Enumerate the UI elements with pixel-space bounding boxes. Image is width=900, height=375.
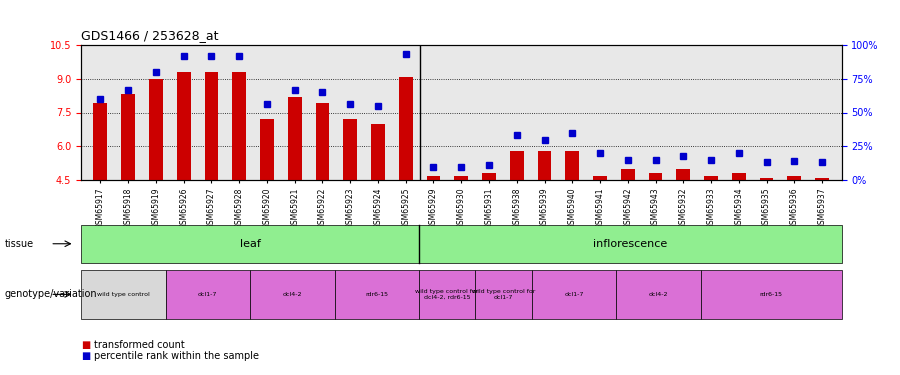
Bar xyxy=(94,104,107,180)
Text: dcl4-2: dcl4-2 xyxy=(649,292,668,297)
Bar xyxy=(732,173,746,180)
Bar xyxy=(232,72,246,180)
Bar xyxy=(704,176,718,180)
Text: transformed count: transformed count xyxy=(94,340,185,350)
Text: genotype/variation: genotype/variation xyxy=(4,290,97,299)
Bar xyxy=(122,94,135,180)
Text: leaf: leaf xyxy=(239,239,260,249)
Text: wild type control: wild type control xyxy=(97,292,149,297)
Text: ■: ■ xyxy=(81,340,90,350)
Bar xyxy=(371,124,385,180)
Bar xyxy=(649,173,662,180)
Text: dcl1-7: dcl1-7 xyxy=(198,292,218,297)
Text: rdr6-15: rdr6-15 xyxy=(365,292,388,297)
Bar xyxy=(565,151,580,180)
Text: wild type control for
dcl4-2, rdr6-15: wild type control for dcl4-2, rdr6-15 xyxy=(416,289,479,300)
Bar xyxy=(288,97,302,180)
Bar xyxy=(815,178,829,180)
Bar xyxy=(343,119,357,180)
Bar xyxy=(260,119,274,180)
Text: wild type control for
dcl1-7: wild type control for dcl1-7 xyxy=(472,289,536,300)
Text: ■: ■ xyxy=(81,351,90,361)
Text: dcl1-7: dcl1-7 xyxy=(564,292,583,297)
Text: percentile rank within the sample: percentile rank within the sample xyxy=(94,351,259,361)
Bar xyxy=(482,173,496,180)
Text: tissue: tissue xyxy=(4,239,33,249)
Bar xyxy=(149,79,163,180)
Text: rdr6-15: rdr6-15 xyxy=(760,292,783,297)
Bar xyxy=(760,178,773,180)
Bar xyxy=(537,151,552,180)
Bar xyxy=(427,176,440,180)
Bar xyxy=(204,72,219,180)
Bar xyxy=(677,169,690,180)
Bar xyxy=(316,104,329,180)
Text: inflorescence: inflorescence xyxy=(593,239,668,249)
Text: GDS1466 / 253628_at: GDS1466 / 253628_at xyxy=(81,30,219,42)
Text: dcl4-2: dcl4-2 xyxy=(283,292,302,297)
Bar xyxy=(621,169,634,180)
Bar xyxy=(788,176,801,180)
Bar xyxy=(176,72,191,180)
Bar xyxy=(593,176,607,180)
Bar xyxy=(509,151,524,180)
Bar xyxy=(399,76,413,180)
Bar xyxy=(454,176,468,180)
